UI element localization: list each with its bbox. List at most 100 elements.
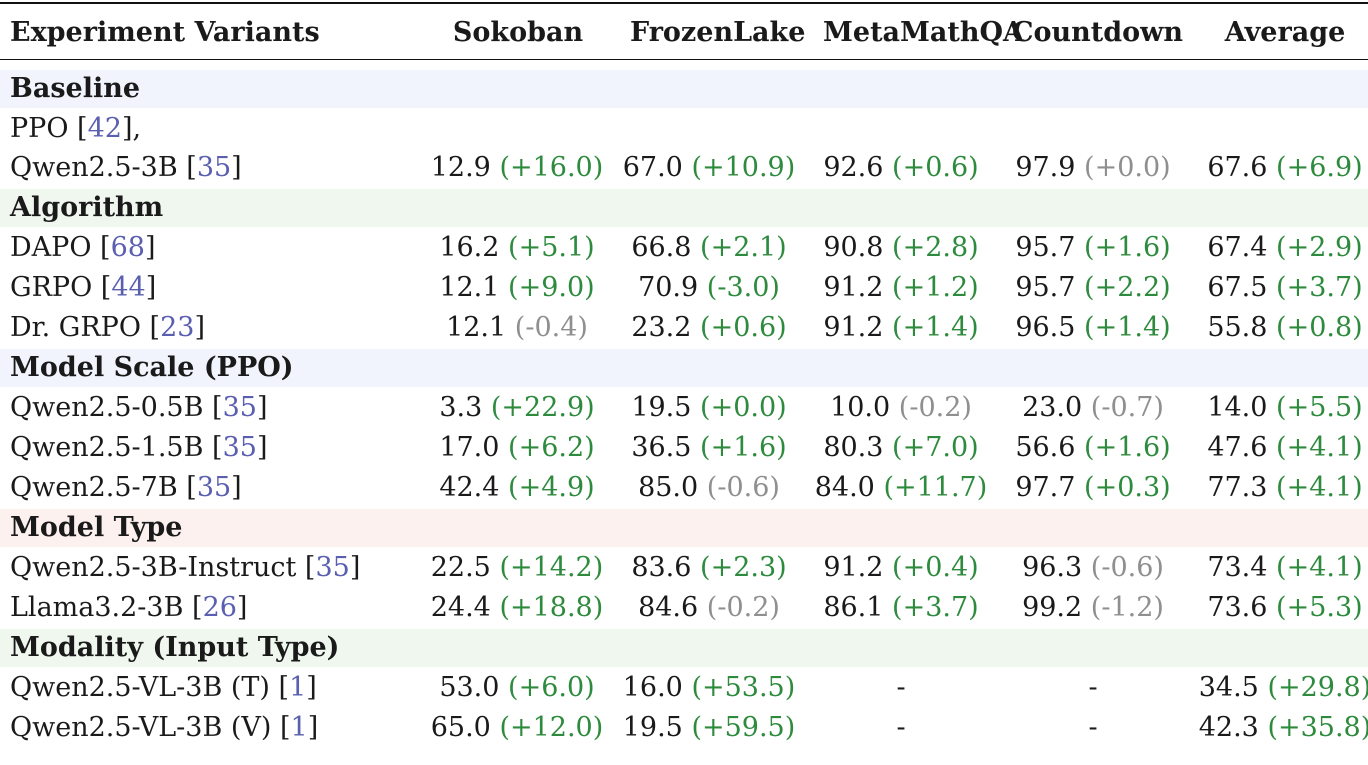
cell-value: 73.4 <box>1207 552 1268 583</box>
cell-average: 34.5 (+29.8) <box>1190 668 1368 707</box>
cell-value: 34.5 <box>1198 672 1259 703</box>
cell-sokoban: 17.0 (+6.2) <box>422 428 612 467</box>
cell-frozenlake: 66.8 (+2.1) <box>614 228 804 267</box>
cell-frozenlake: 85.0 (-0.6) <box>614 468 804 507</box>
cell-sokoban: 12.9 (+16.0) <box>422 148 612 187</box>
cell-sokoban: 53.0 (+6.0) <box>422 668 612 707</box>
row-name: Qwen2.5-VL-3B (V) [1] <box>10 712 319 743</box>
cell-metamathqa: 84.0 (+11.7) <box>806 468 996 507</box>
cell-delta: (-1.2) <box>1090 592 1164 623</box>
cell-value: 97.7 <box>1015 472 1076 503</box>
header-variants: Experiment Variants <box>10 17 320 48</box>
cell-value: 23.0 <box>1022 392 1083 423</box>
cell-sokoban: 3.3 (+22.9) <box>422 388 612 427</box>
cell-frozenlake: 83.6 (+2.3) <box>614 548 804 587</box>
cell-delta: (+0.0) <box>1084 152 1171 183</box>
cell-delta: (+0.8) <box>1276 312 1363 343</box>
citation-ref: 68 <box>110 232 145 263</box>
cell-value: 83.6 <box>631 552 692 583</box>
cell-delta: (+1.6) <box>1084 432 1171 463</box>
cell-average: 42.3 (+35.8) <box>1190 708 1368 747</box>
cell-value: 53.0 <box>439 672 500 703</box>
row-name: DAPO [68] <box>10 232 156 263</box>
top-rule <box>0 2 1368 4</box>
cell-delta: (+2.9) <box>1276 232 1363 263</box>
cell-countdown: 96.3 (-0.6) <box>998 548 1188 587</box>
cell-delta: (-0.4) <box>514 312 588 343</box>
cell-frozenlake: 84.6 (-0.2) <box>614 588 804 627</box>
row-name: Dr. GRPO [23] <box>10 312 205 343</box>
cell-delta: (-0.6) <box>1090 552 1164 583</box>
cell-delta: (+59.5) <box>691 712 796 743</box>
cell-average: 67.6 (+6.9) <box>1190 148 1368 187</box>
cell-delta: (-0.6) <box>706 472 780 503</box>
cell-sokoban: 12.1 (+9.0) <box>422 268 612 307</box>
cell-frozenlake: 19.5 (+59.5) <box>614 708 804 747</box>
cell-value: 97.9 <box>1015 152 1076 183</box>
cell-delta: (+0.0) <box>700 392 787 423</box>
cell-countdown: 95.7 (+1.6) <box>998 228 1188 267</box>
header-rule <box>0 59 1368 60</box>
cell-metamathqa: 10.0 (-0.2) <box>806 388 996 427</box>
cell-delta: (+7.0) <box>892 432 979 463</box>
cell-delta: (+6.2) <box>508 432 595 463</box>
cell-delta: (+35.8) <box>1267 712 1368 743</box>
cell-metamathqa: 92.6 (+0.6) <box>806 148 996 187</box>
cell-value: 70.9 <box>638 272 699 303</box>
cell-delta: (+5.3) <box>1276 592 1363 623</box>
cell-average: 73.6 (+5.3) <box>1190 588 1368 627</box>
cell-value: 12.9 <box>430 152 491 183</box>
cell-metamathqa: 80.3 (+7.0) <box>806 428 996 467</box>
cell-delta: (+22.9) <box>490 392 595 423</box>
cell-value: 67.4 <box>1207 232 1268 263</box>
cell-value: 80.3 <box>823 432 884 463</box>
table-row: Qwen2.5-3B [35] 12.9 (+16.0) 67.0 (+10.9) 9… <box>0 148 1368 187</box>
citation-ref: 35 <box>315 552 350 583</box>
cell-delta: (+6.0) <box>508 672 595 703</box>
cell-value: 91.2 <box>823 272 884 303</box>
cell-value: - <box>896 672 906 703</box>
cell-value: 17.0 <box>439 432 500 463</box>
cell-value: 3.3 <box>439 392 483 423</box>
row-name: Qwen2.5-7B [35] <box>10 472 242 503</box>
cell-frozenlake: 36.5 (+1.6) <box>614 428 804 467</box>
cell-countdown: - <box>998 668 1188 707</box>
header-metamathqa: MetaMathQA <box>823 17 1024 48</box>
cell-value: 91.2 <box>823 552 884 583</box>
cell-value: 96.5 <box>1015 312 1076 343</box>
citation-ref: 26 <box>202 592 237 623</box>
cell-sokoban: 42.4 (+4.9) <box>422 468 612 507</box>
cell-delta: (+4.1) <box>1276 472 1363 503</box>
cell-delta: (+14.2) <box>499 552 604 583</box>
cell-value: 42.4 <box>439 472 500 503</box>
section-band: Baseline <box>0 70 1368 108</box>
cell-value: - <box>1088 672 1098 703</box>
cell-delta: (+1.4) <box>1084 312 1171 343</box>
table-row: Qwen2.5-0.5B [35] 3.3 (+22.9) 19.5 (+0.0) 1… <box>0 388 1368 427</box>
cell-average: 14.0 (+5.5) <box>1190 388 1368 427</box>
section-band: Model Scale (PPO) <box>0 349 1368 387</box>
cell-value: 91.2 <box>823 312 884 343</box>
cell-delta: (+9.0) <box>508 272 595 303</box>
cell-average: 55.8 (+0.8) <box>1190 308 1368 347</box>
row-name: Qwen2.5-1.5B [35] <box>10 432 268 463</box>
cell-metamathqa: 91.2 (+1.2) <box>806 268 996 307</box>
table-row: Dr. GRPO [23] 12.1 (-0.4) 23.2 (+0.6) 91.2 … <box>0 308 1368 347</box>
cell-value: 12.1 <box>446 312 507 343</box>
cell-delta: (+6.9) <box>1276 152 1363 183</box>
cell-metamathqa: 86.1 (+3.7) <box>806 588 996 627</box>
section-band: Model Type <box>0 509 1368 547</box>
cell-countdown: 95.7 (+2.2) <box>998 268 1188 307</box>
cell-value: 36.5 <box>631 432 692 463</box>
cell-value: 67.5 <box>1207 272 1268 303</box>
cell-average: 67.4 (+2.9) <box>1190 228 1368 267</box>
cell-frozenlake: 23.2 (+0.6) <box>614 308 804 347</box>
cell-delta: (+0.3) <box>1084 472 1171 503</box>
section-band: Algorithm <box>0 189 1368 227</box>
cell-value: 67.0 <box>622 152 683 183</box>
cell-value: - <box>896 712 906 743</box>
cell-sokoban: 22.5 (+14.2) <box>422 548 612 587</box>
cell-delta: (+1.6) <box>700 432 787 463</box>
citation-ref: 35 <box>222 432 257 463</box>
cell-value: 90.8 <box>823 232 884 263</box>
